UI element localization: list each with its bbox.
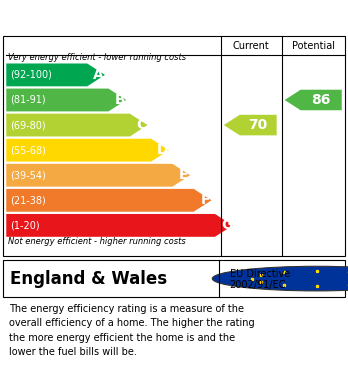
Circle shape <box>212 266 348 291</box>
Text: (81-91): (81-91) <box>10 95 46 105</box>
Text: England & Wales: England & Wales <box>10 269 168 288</box>
Text: D: D <box>157 143 168 157</box>
Text: Potential: Potential <box>292 41 335 51</box>
Text: (21-38): (21-38) <box>10 196 46 205</box>
Text: 70: 70 <box>248 118 268 132</box>
Text: Current: Current <box>232 41 269 51</box>
Text: Not energy efficient - higher running costs: Not energy efficient - higher running co… <box>8 237 186 246</box>
Text: EU Directive: EU Directive <box>230 269 290 279</box>
Text: (69-80): (69-80) <box>10 120 46 130</box>
Text: (55-68): (55-68) <box>10 145 46 155</box>
Text: G: G <box>221 219 232 232</box>
Polygon shape <box>6 114 148 136</box>
Text: Energy Efficiency Rating: Energy Efficiency Rating <box>9 10 219 25</box>
Text: C: C <box>136 118 147 132</box>
Text: (39-54): (39-54) <box>10 170 46 180</box>
Polygon shape <box>285 90 342 110</box>
Polygon shape <box>6 164 190 187</box>
Polygon shape <box>6 63 105 86</box>
Polygon shape <box>6 89 126 111</box>
Text: B: B <box>115 93 125 107</box>
Polygon shape <box>6 214 233 237</box>
Text: E: E <box>179 168 189 182</box>
Text: F: F <box>200 193 210 207</box>
Polygon shape <box>6 189 212 212</box>
Text: The energy efficiency rating is a measure of the
overall efficiency of a home. T: The energy efficiency rating is a measur… <box>9 304 254 357</box>
Text: (92-100): (92-100) <box>10 70 52 80</box>
Polygon shape <box>6 139 169 161</box>
Text: Very energy efficient - lower running costs: Very energy efficient - lower running co… <box>8 54 186 63</box>
Text: (1-20): (1-20) <box>10 221 40 230</box>
Text: A: A <box>93 68 104 82</box>
Text: 86: 86 <box>311 93 331 107</box>
Text: 2002/91/EC: 2002/91/EC <box>230 280 286 290</box>
Polygon shape <box>224 115 277 135</box>
